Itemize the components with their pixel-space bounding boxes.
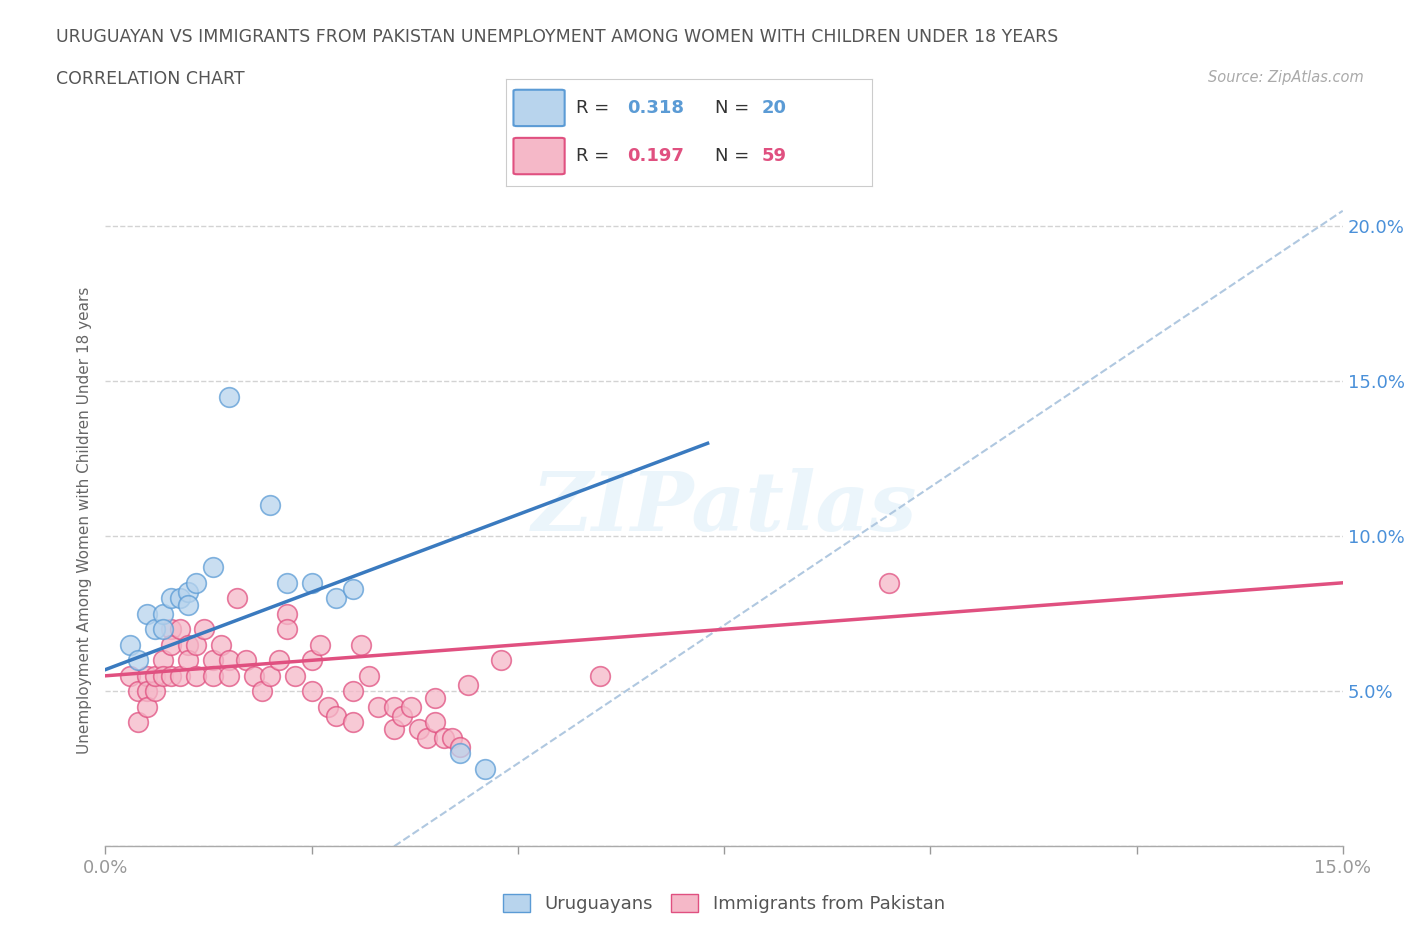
Point (259, 669, 281, 684)
Point (152, 606, 174, 621)
Point (408, 721, 430, 736)
Point (342, 581, 364, 596)
Text: 20: 20 (762, 99, 787, 117)
Point (267, 653, 290, 668)
Point (143, 622, 166, 637)
Point (218, 653, 240, 668)
Point (177, 637, 200, 652)
Point (309, 637, 332, 652)
Point (177, 653, 200, 668)
Point (143, 669, 166, 684)
Point (491, 653, 513, 668)
Point (382, 721, 405, 736)
Text: 59: 59 (762, 147, 787, 165)
Point (169, 622, 191, 637)
Point (186, 669, 208, 684)
Point (127, 715, 149, 730)
Point (160, 669, 183, 684)
Point (160, 622, 183, 637)
Point (152, 669, 174, 684)
Point (276, 622, 298, 637)
Point (325, 709, 347, 724)
Point (201, 669, 224, 684)
Text: CORRELATION CHART: CORRELATION CHART (56, 70, 245, 87)
Point (235, 653, 257, 668)
Point (160, 637, 183, 652)
Point (877, 576, 900, 591)
Point (416, 730, 439, 745)
Text: R =: R = (575, 147, 614, 165)
Point (120, 637, 142, 652)
Point (201, 653, 224, 668)
Point (440, 730, 463, 745)
Point (391, 709, 413, 724)
Point (457, 678, 479, 693)
Point (127, 653, 149, 668)
Point (259, 498, 281, 512)
Point (342, 715, 364, 730)
Point (342, 684, 364, 698)
Point (276, 606, 298, 621)
Point (160, 591, 183, 605)
Point (120, 669, 142, 684)
Point (201, 560, 224, 575)
Point (143, 684, 166, 698)
Point (152, 622, 174, 637)
Point (218, 669, 240, 684)
Point (127, 684, 149, 698)
Point (284, 669, 307, 684)
Point (474, 762, 496, 777)
Point (449, 746, 471, 761)
Point (359, 669, 381, 684)
Point (301, 653, 323, 668)
Point (325, 591, 347, 605)
Text: 0.197: 0.197 (627, 147, 683, 165)
Point (152, 653, 174, 668)
Point (169, 591, 191, 605)
Point (399, 699, 422, 714)
Text: ZIPatlas: ZIPatlas (531, 468, 917, 548)
Point (135, 669, 157, 684)
Legend: Uruguayans, Immigrants from Pakistan: Uruguayans, Immigrants from Pakistan (494, 884, 955, 922)
Point (589, 669, 612, 684)
Point (276, 576, 298, 591)
Point (177, 597, 200, 612)
Text: N =: N = (714, 147, 755, 165)
Point (449, 739, 471, 754)
Text: URUGUAYAN VS IMMIGRANTS FROM PAKISTAN UNEMPLOYMENT AMONG WOMEN WITH CHILDREN UND: URUGUAYAN VS IMMIGRANTS FROM PAKISTAN UN… (56, 28, 1059, 46)
Point (250, 684, 273, 698)
Point (135, 606, 157, 621)
Y-axis label: Unemployment Among Women with Children Under 18 years: Unemployment Among Women with Children U… (76, 287, 91, 754)
Point (350, 637, 373, 652)
Point (316, 699, 339, 714)
Point (382, 699, 405, 714)
FancyBboxPatch shape (513, 90, 565, 126)
Text: Source: ZipAtlas.com: Source: ZipAtlas.com (1208, 70, 1364, 85)
Text: N =: N = (714, 99, 755, 117)
Point (425, 715, 447, 730)
Point (243, 669, 266, 684)
Point (186, 576, 208, 591)
Point (135, 699, 157, 714)
Point (367, 699, 389, 714)
Text: R =: R = (575, 99, 614, 117)
Text: 0.318: 0.318 (627, 99, 683, 117)
Point (301, 684, 323, 698)
Point (177, 585, 200, 600)
Point (186, 637, 208, 652)
Point (301, 576, 323, 591)
Point (135, 684, 157, 698)
Point (226, 591, 249, 605)
Point (425, 690, 447, 705)
Point (218, 390, 240, 405)
Point (209, 637, 232, 652)
Point (193, 622, 215, 637)
Point (433, 730, 456, 745)
Point (169, 669, 191, 684)
FancyBboxPatch shape (513, 138, 565, 174)
